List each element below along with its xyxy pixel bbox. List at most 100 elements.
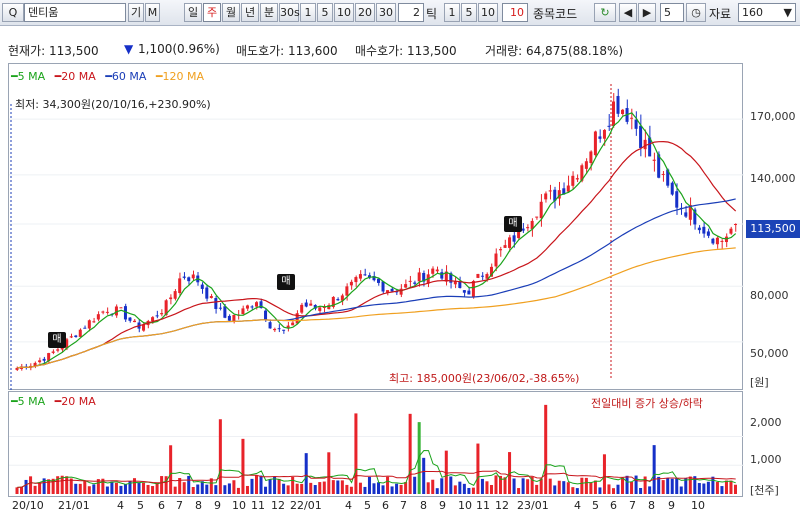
candle-body [657,154,661,178]
volume-chart-panel[interactable]: ━5 MA ━20 MA 전일대비 증가 상승/하락 [8,391,744,498]
tick-1[interactable]: 1 [444,3,460,22]
x-tick-label: 10 [691,499,705,512]
volume-bar [571,487,575,494]
x-axis: 20/10 21/01 4 5 6 7 8 9 10 11 12 22/01 4 5 6 7 8 9 10 11 12 2… [8,497,743,515]
candle-body [733,224,737,226]
period-10[interactable]: 10 [334,3,354,22]
candle-body [652,159,656,161]
period-30[interactable]: 30 [376,3,396,22]
x-tick-label: 10 [458,499,472,512]
period-week[interactable]: 주 [203,3,221,22]
tick-input[interactable]: 10 [502,3,528,22]
volume-bar [214,485,218,494]
legend-vol-ma5-dash: ━ [11,395,18,408]
current-price: 현재가: 113,500 [8,44,99,58]
volume-bar [462,483,466,494]
candle-body [589,151,593,163]
search-button[interactable]: Q [2,3,24,22]
volume-bar [715,482,719,494]
candle-body [431,268,435,274]
candle-body [413,282,417,284]
period-1[interactable]: 1 [300,3,316,22]
volume-bar [282,483,286,494]
candle-body [56,349,60,351]
period-minute[interactable]: 분 [260,3,278,22]
candle-body [367,275,371,278]
tick-label: 틱 [426,7,438,21]
price-chart[interactable] [9,64,744,391]
buy-tag-2[interactable]: 매 [277,274,295,290]
candle-body [182,276,186,278]
volume-bar [209,478,213,494]
clock-button[interactable]: ◷ [686,3,706,22]
x-tick-label: 11 [476,499,490,512]
candle-body [340,295,344,301]
candle-body [200,284,204,289]
stock-name-field[interactable]: 덴티움 [24,3,126,22]
candle-body [51,351,55,353]
period-day[interactable]: 일 [184,3,202,22]
candle-body [173,291,177,299]
volume-bar [512,478,516,494]
candle-body [580,165,584,181]
volume-chart[interactable] [9,392,744,498]
volume-bar [684,477,688,494]
price-chart-panel[interactable]: ━5 MA ━20 MA ━60 MA ━120 MA 최저: 34,300원(… [8,63,744,391]
refresh-button[interactable]: ↻ [594,3,616,22]
data-count-select[interactable]: 160 ▼ [738,3,796,22]
down-triangle-icon: ▼ [124,42,134,56]
next-button[interactable]: ▶ [638,3,656,22]
volume-bar [345,484,349,494]
volume-bar [517,488,521,494]
tick-10[interactable]: 10 [478,3,498,22]
volume-bar [33,485,37,494]
volume-bar [666,478,670,494]
buy-tag-3[interactable]: 매 [504,216,522,232]
volume-bar [132,478,137,494]
candle-body [607,125,611,127]
volume-bar [706,481,710,494]
buy-tag-1[interactable]: 매 [48,332,66,348]
candle-body [286,325,290,329]
volume-bar [625,475,629,494]
volume-bar [96,479,100,494]
vol-tick-1000: 1,000 [750,453,782,466]
volume-bar [15,487,19,494]
x-tick-label: 7 [400,499,407,512]
x-tick-label: 8 [420,499,427,512]
period-5[interactable]: 5 [317,3,333,22]
volume-bar [417,422,421,494]
candle-body [191,274,195,279]
candle-body [33,362,37,367]
ga-button[interactable]: 기 [128,3,144,22]
price-change: 1,100(0.96%) [138,42,220,56]
candle-body [377,278,381,283]
volume-bar [87,486,91,494]
period-year[interactable]: 년 [241,3,259,22]
volume-bar [386,476,390,494]
candle-body [318,307,322,311]
volume-bar [218,419,222,494]
period-30s[interactable]: 30s [279,3,300,22]
candle-body [363,274,367,276]
step-input[interactable]: 5 [660,3,684,22]
period-month[interactable]: 월 [222,3,240,22]
candle-body [404,284,408,288]
price-tick-50000: 50,000 [750,347,789,360]
volume-bar [589,482,593,494]
candle-body [322,306,326,308]
tick-5[interactable]: 5 [461,3,477,22]
volume-bar [232,480,236,494]
candle-body [598,136,602,139]
volume-bar [155,482,159,494]
volume-bar [616,484,620,494]
volume: 거래량: 64,875(88.18%) [485,44,624,58]
candle-body [458,281,462,288]
candle-body [453,281,457,285]
prev-button[interactable]: ◀ [619,3,637,22]
volume-bar [611,488,615,494]
tick-value-input[interactable]: 2 [398,3,424,22]
x-tick-label: 6 [382,499,389,512]
m-button[interactable]: M [145,3,160,22]
period-20[interactable]: 20 [355,3,375,22]
